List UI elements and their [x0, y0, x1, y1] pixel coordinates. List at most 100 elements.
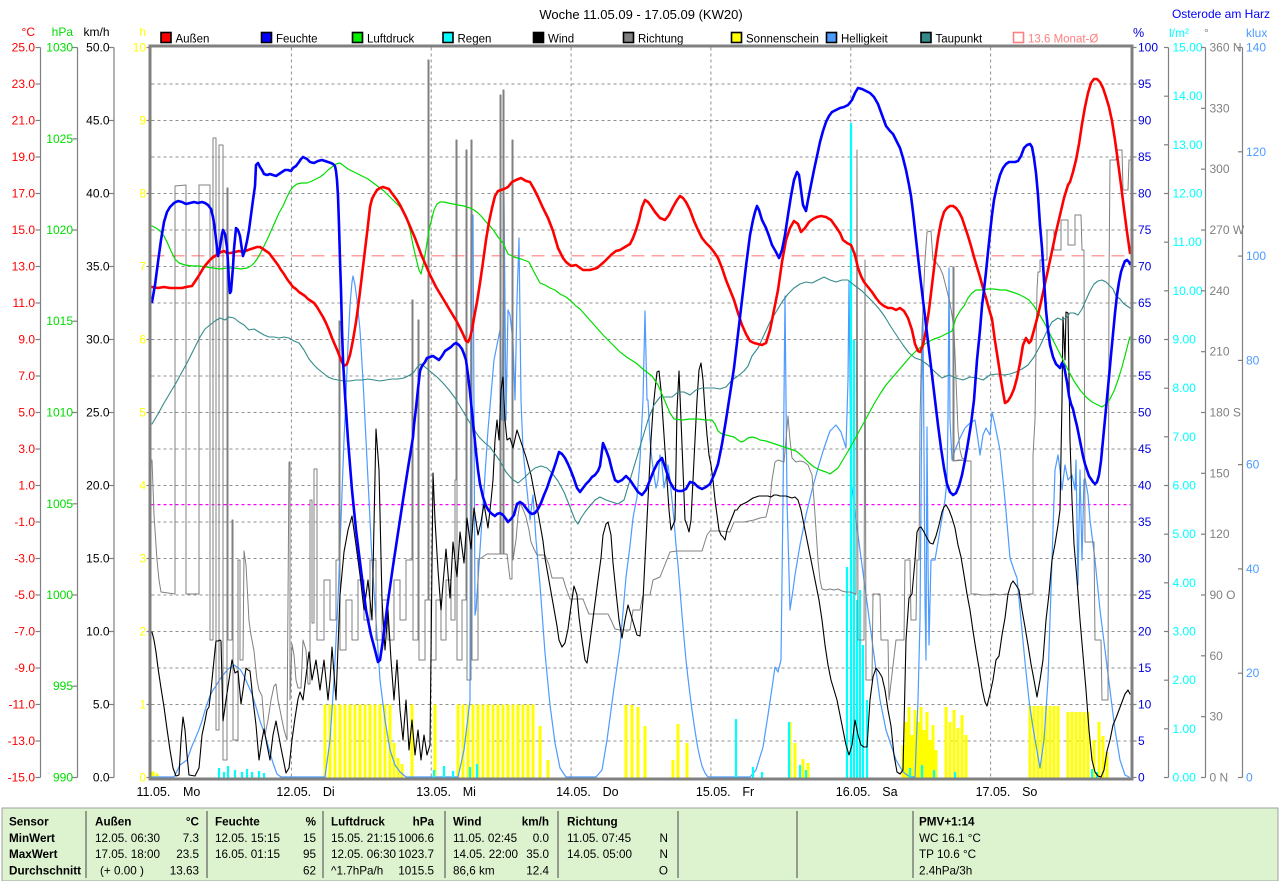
svg-text:15.0: 15.0 — [12, 223, 36, 237]
svg-text:75: 75 — [1138, 223, 1152, 237]
svg-text:%: % — [1133, 26, 1144, 40]
svg-text:10.00: 10.00 — [1173, 284, 1203, 298]
svg-text:Durchschnitt: Durchschnitt — [9, 865, 81, 878]
svg-text:3.0: 3.0 — [18, 442, 35, 456]
svg-text:70: 70 — [1138, 260, 1152, 274]
svg-text:0.0: 0.0 — [93, 771, 110, 785]
svg-text:65: 65 — [1138, 296, 1152, 310]
svg-text:11.0: 11.0 — [13, 296, 36, 310]
svg-text:Luftdruck: Luftdruck — [331, 816, 385, 829]
svg-text:Osterode am Harz: Osterode am Harz — [1172, 7, 1270, 21]
svg-text:35: 35 — [1138, 515, 1152, 529]
svg-text:19.0: 19.0 — [12, 150, 36, 164]
svg-text:11.00: 11.00 — [1173, 235, 1202, 249]
svg-text:11.05. 07:45: 11.05. 07:45 — [567, 832, 632, 845]
svg-text:^1.7hPa/h: ^1.7hPa/h — [331, 865, 383, 878]
svg-text:1025: 1025 — [46, 132, 73, 146]
svg-text:120: 120 — [1246, 145, 1266, 159]
svg-text:0: 0 — [1246, 771, 1253, 785]
svg-text:20.0: 20.0 — [86, 479, 110, 493]
svg-text:4.00: 4.00 — [1173, 576, 1197, 590]
svg-text:15.0: 15.0 — [86, 552, 110, 566]
svg-text:13.6 Monat-Ø: 13.6 Monat-Ø — [1028, 34, 1098, 46]
svg-text:Luftdruck: Luftdruck — [367, 34, 415, 46]
svg-text:50.0: 50.0 — [86, 41, 110, 55]
svg-text:(+ 0.00 ): (+ 0.00 ) — [100, 865, 144, 878]
svg-text:4: 4 — [139, 479, 146, 493]
svg-text:1006.6: 1006.6 — [398, 832, 434, 845]
svg-text:14.05. 22:00: 14.05. 22:00 — [453, 848, 518, 861]
svg-text:35.0: 35.0 — [526, 848, 549, 861]
svg-text:N: N — [660, 832, 668, 845]
svg-text:h: h — [139, 25, 146, 39]
svg-text:TP 10.6 °C: TP 10.6 °C — [919, 848, 976, 861]
svg-text:10: 10 — [1138, 698, 1152, 712]
svg-text:5.00: 5.00 — [1173, 527, 1197, 541]
svg-text:-7.0: -7.0 — [14, 625, 35, 639]
svg-text:7.0: 7.0 — [18, 369, 35, 383]
svg-text:330: 330 — [1210, 101, 1230, 115]
svg-text:100: 100 — [1138, 41, 1158, 55]
svg-text:2.4hPa/3h: 2.4hPa/3h — [919, 865, 972, 878]
svg-text:0: 0 — [139, 771, 146, 785]
svg-text:13.63: 13.63 — [170, 865, 199, 878]
svg-text:150: 150 — [1210, 466, 1230, 480]
svg-text:55: 55 — [1138, 369, 1152, 383]
svg-text:17.0: 17.0 — [12, 187, 36, 201]
svg-text:8: 8 — [139, 187, 146, 201]
svg-text:0.00: 0.00 — [1173, 771, 1197, 785]
svg-text:13.00: 13.00 — [1173, 138, 1203, 152]
svg-text:Feuchte: Feuchte — [215, 816, 260, 829]
svg-text:15.00: 15.00 — [1173, 41, 1203, 55]
svg-text:120: 120 — [1210, 527, 1230, 541]
svg-text:Wind: Wind — [453, 816, 481, 829]
svg-text:5: 5 — [139, 406, 146, 420]
svg-text:270 W: 270 W — [1210, 223, 1245, 237]
svg-text:Di: Di — [323, 785, 335, 799]
svg-text:16.05.: 16.05. — [836, 785, 871, 799]
svg-text:Mo: Mo — [183, 785, 200, 799]
svg-text:12.05. 06:30: 12.05. 06:30 — [95, 832, 160, 845]
svg-text:Feuchte: Feuchte — [276, 34, 318, 46]
svg-text:-13.0: -13.0 — [8, 734, 36, 748]
svg-text:-11.0: -11.0 — [9, 698, 36, 712]
svg-text:35.0: 35.0 — [86, 260, 110, 274]
svg-text:Helligkeit: Helligkeit — [841, 34, 888, 46]
svg-text:6.00: 6.00 — [1173, 479, 1197, 493]
svg-text:86,6 km: 86,6 km — [453, 865, 495, 878]
svg-text:360 N: 360 N — [1210, 41, 1242, 55]
svg-text:-15.0: -15.0 — [8, 771, 36, 785]
svg-text:25.0: 25.0 — [12, 41, 36, 55]
svg-text:17.05.: 17.05. — [976, 785, 1011, 799]
svg-text:°: ° — [1204, 26, 1209, 40]
svg-text:Richtung: Richtung — [567, 816, 618, 829]
svg-text:Mi: Mi — [463, 785, 476, 799]
svg-text:12.05. 06:30: 12.05. 06:30 — [331, 848, 396, 861]
svg-text:Taupunkt: Taupunkt — [936, 34, 983, 46]
svg-text:15: 15 — [1138, 661, 1152, 675]
svg-text:12.05. 15:15: 12.05. 15:15 — [215, 832, 280, 845]
svg-text:40.0: 40.0 — [86, 187, 110, 201]
svg-text:12.00: 12.00 — [1173, 187, 1203, 201]
svg-text:-1.0: -1.0 — [14, 515, 35, 529]
svg-text:MinWert: MinWert — [9, 832, 55, 845]
svg-text:995: 995 — [53, 679, 73, 693]
svg-text:15.05.: 15.05. — [696, 785, 731, 799]
svg-text:210: 210 — [1210, 345, 1230, 359]
svg-text:2: 2 — [139, 625, 146, 639]
svg-text:7.00: 7.00 — [1173, 430, 1197, 444]
svg-text:13.05.: 13.05. — [416, 785, 451, 799]
svg-text:300: 300 — [1210, 162, 1230, 176]
svg-text:5.0: 5.0 — [18, 406, 35, 420]
svg-text:km/h: km/h — [83, 25, 109, 39]
svg-text:10: 10 — [133, 41, 147, 55]
svg-text:90: 90 — [1138, 114, 1152, 128]
svg-text:10.0: 10.0 — [86, 625, 110, 639]
svg-text:9.0: 9.0 — [18, 333, 35, 347]
svg-text:12.4: 12.4 — [526, 865, 549, 878]
svg-text:62: 62 — [303, 865, 316, 878]
svg-text:40: 40 — [1138, 479, 1152, 493]
svg-text:25: 25 — [1138, 588, 1152, 602]
svg-text:1.0: 1.0 — [18, 479, 35, 493]
svg-text:25.0: 25.0 — [86, 406, 110, 420]
